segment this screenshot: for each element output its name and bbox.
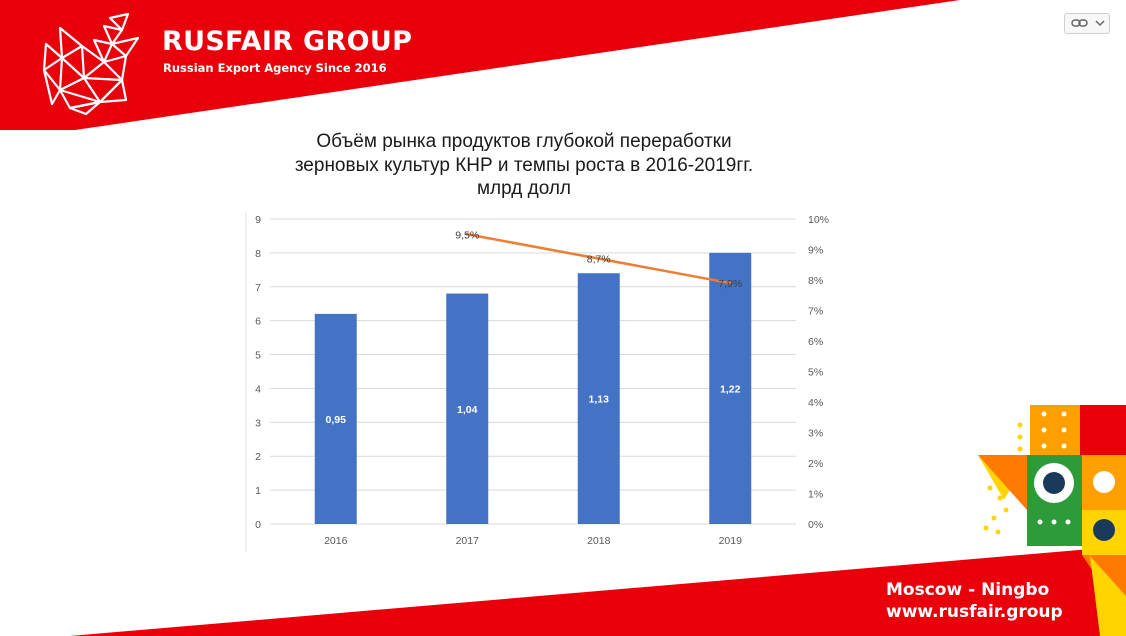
brand-tagline: Russian Export Agency Since 2016	[163, 61, 387, 75]
line-data-label: 9,5%	[455, 229, 479, 241]
y-left-tick-label: 4	[255, 383, 261, 395]
chevron-down-icon	[1095, 20, 1105, 27]
chart-title-line: зерновых культур КНР и темпы роста в 201…	[294, 154, 754, 176]
rooster-logo-icon	[42, 12, 140, 116]
link-icon	[1071, 19, 1088, 27]
bar-data-label: 1,13	[589, 394, 610, 406]
bar-data-label: 1,04	[457, 404, 478, 416]
y-left-tick-label: 2	[255, 451, 261, 463]
y-left-tick-label: 5	[255, 350, 261, 362]
chart-title-line: Объём рынка продуктов глубокой переработ…	[316, 131, 732, 152]
y-left-tick-label: 8	[255, 248, 261, 260]
y-right-tick-label: 4%	[808, 397, 823, 409]
footer-city: Moscow - Ningbo	[886, 580, 1050, 600]
chart-title-line: млрд долл	[476, 178, 572, 199]
link-dropdown-button[interactable]	[1064, 13, 1110, 34]
y-right-tick-label: 9%	[808, 245, 823, 257]
y-right-tick-label: 0%	[808, 519, 823, 531]
y-left-tick-label: 3	[255, 417, 261, 429]
y-right-tick-label: 8%	[808, 275, 823, 287]
chart-title: Объём рынка продуктов глубокой переработ…	[274, 130, 774, 201]
y-right-tick-label: 7%	[808, 306, 823, 318]
y-left-tick-label: 1	[255, 485, 261, 497]
line-data-label: 7,9%	[718, 278, 742, 290]
brand-name: RUSFAIR GROUP	[162, 26, 413, 57]
line-point	[597, 257, 601, 261]
line-point	[728, 281, 732, 285]
x-tick-label: 2019	[719, 535, 743, 547]
bar-data-label: 0,95	[326, 414, 347, 426]
line-data-label: 8,7%	[587, 254, 611, 266]
line-point	[465, 232, 469, 236]
bar	[577, 273, 620, 524]
y-right-tick-label: 1%	[808, 489, 823, 501]
x-tick-label: 2016	[324, 535, 348, 547]
y-left-tick-label: 6	[255, 316, 261, 328]
bar-data-label: 1,22	[720, 383, 741, 395]
footer-website[interactable]: www.rusfair.group	[886, 602, 1063, 622]
x-tick-label: 2017	[456, 535, 480, 547]
x-tick-label: 2018	[587, 535, 611, 547]
y-left-tick-label: 9	[255, 214, 261, 226]
y-right-tick-label: 6%	[808, 336, 823, 348]
y-right-tick-label: 2%	[808, 458, 823, 470]
y-right-tick-label: 5%	[808, 367, 823, 379]
y-right-tick-label: 10%	[808, 214, 829, 226]
y-right-tick-label: 3%	[808, 428, 823, 440]
bar	[709, 252, 752, 524]
y-left-tick-label: 7	[255, 282, 261, 294]
bar	[314, 313, 357, 524]
y-left-tick-label: 0	[255, 519, 261, 531]
bar	[446, 293, 489, 524]
